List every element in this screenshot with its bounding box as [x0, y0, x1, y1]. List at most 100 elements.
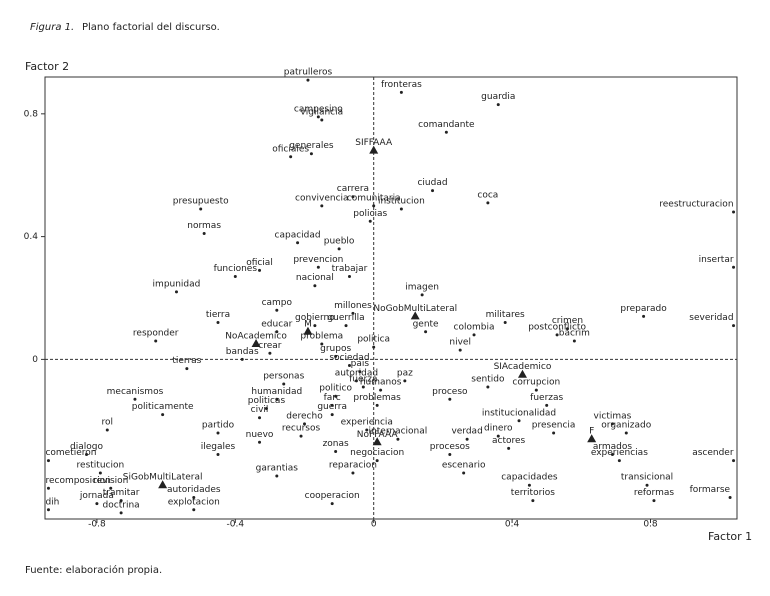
point-label: postconflicto [528, 322, 586, 332]
point-label: problema [300, 332, 343, 342]
point-label: generales [289, 141, 334, 151]
point-label: internacional [369, 427, 428, 437]
point-label: pais [351, 359, 370, 369]
dot-marker [351, 195, 355, 199]
dot-marker [424, 330, 428, 334]
point-label: NoAcademico [225, 332, 287, 342]
point-label: doctrina [103, 500, 140, 510]
point-label: negociacion [350, 448, 404, 458]
triangle-marker [517, 369, 527, 378]
x-tick-label: 0.8 [643, 520, 658, 530]
point-label: carrera [337, 184, 369, 194]
dot-marker [347, 275, 351, 279]
point-label: dih [45, 497, 59, 507]
point-label: fronteras [381, 80, 422, 90]
dot-marker [507, 446, 511, 450]
dot-marker [344, 324, 348, 328]
dot-marker [330, 413, 334, 417]
dot-marker [444, 130, 448, 134]
point-label: militares [486, 310, 525, 320]
dot-marker [109, 486, 113, 490]
x-tick-label: 0 [371, 520, 377, 530]
dot-marker [46, 459, 50, 463]
dot-marker [119, 511, 123, 515]
point-label: funciones [214, 264, 258, 274]
point-label: revision [93, 476, 128, 486]
dot-marker [275, 308, 279, 312]
dot-marker [732, 459, 736, 463]
point-label: personas [263, 371, 304, 381]
dot-marker [309, 152, 313, 156]
point-label: policias [353, 209, 387, 219]
point-label: coca [477, 190, 498, 200]
dot-marker [465, 437, 469, 441]
dot-marker [303, 422, 306, 426]
dot-marker [334, 354, 338, 358]
point-label: tierra [206, 310, 230, 320]
plot-frame [44, 76, 738, 520]
point-label: dinero [484, 424, 513, 434]
point-label: nuevo [246, 430, 274, 440]
dot-marker [361, 385, 365, 389]
dot-marker [372, 204, 376, 208]
point-label: politicamente [132, 402, 194, 412]
dot-marker [572, 339, 576, 343]
dot-marker [645, 483, 649, 487]
dot-marker [732, 265, 736, 269]
point-label: tramitar [103, 488, 140, 498]
point-label: SIFFAAA [355, 138, 393, 148]
point-label: colombia [454, 322, 495, 332]
point-label: ilegales [201, 442, 236, 452]
dot-marker [399, 90, 403, 94]
dot-marker [216, 321, 220, 325]
triangle-marker [587, 434, 597, 443]
dot-marker [313, 284, 317, 288]
dot-marker [372, 345, 376, 349]
dot-marker [330, 403, 334, 407]
dot-marker [133, 397, 137, 401]
dot-marker [652, 499, 656, 503]
point-label: imagen [405, 282, 439, 292]
dot-marker [496, 434, 500, 438]
point-label: trabajar [332, 264, 368, 274]
point-label: recursos [282, 424, 321, 434]
point-label: cooperacion [305, 491, 360, 501]
point-label: transicional [621, 473, 673, 483]
point-label: organizado [601, 421, 651, 431]
caption-label: Figura 1. [30, 22, 74, 33]
triangle-marker [372, 437, 382, 446]
point-label: institucionalidad [482, 408, 556, 418]
dot-marker [275, 397, 279, 401]
dot-marker [316, 115, 320, 119]
point-label: humanidad [251, 387, 302, 397]
dot-marker [216, 431, 220, 435]
x-tick-label: -0.4 [227, 520, 245, 530]
point-label: corrupcion [512, 378, 560, 388]
dot-marker [334, 394, 338, 398]
dot-marker [330, 502, 334, 506]
point-label: ciudad [417, 178, 447, 188]
point-label: rol [102, 417, 114, 427]
dot-marker [351, 471, 355, 475]
point-label: actores [492, 436, 526, 446]
point-label: vigilancia [300, 107, 343, 117]
dot-marker [503, 321, 507, 325]
dot-marker [375, 403, 379, 407]
dot-marker [486, 385, 490, 389]
dot-marker [275, 474, 279, 478]
dot-marker [85, 453, 89, 457]
dot-marker [258, 268, 262, 272]
point-label: derecho [286, 411, 323, 421]
dot-marker [403, 379, 407, 383]
dot-marker [98, 471, 102, 475]
point-label: capacidades [501, 473, 558, 483]
dot-marker [299, 434, 303, 438]
dot-marker [396, 437, 400, 441]
point-label: insertar [699, 255, 734, 265]
point-label: cometieron [45, 448, 96, 458]
point-label: reformas [634, 488, 675, 498]
dot-marker [320, 204, 324, 208]
y-tick-label: 0 [32, 355, 38, 365]
